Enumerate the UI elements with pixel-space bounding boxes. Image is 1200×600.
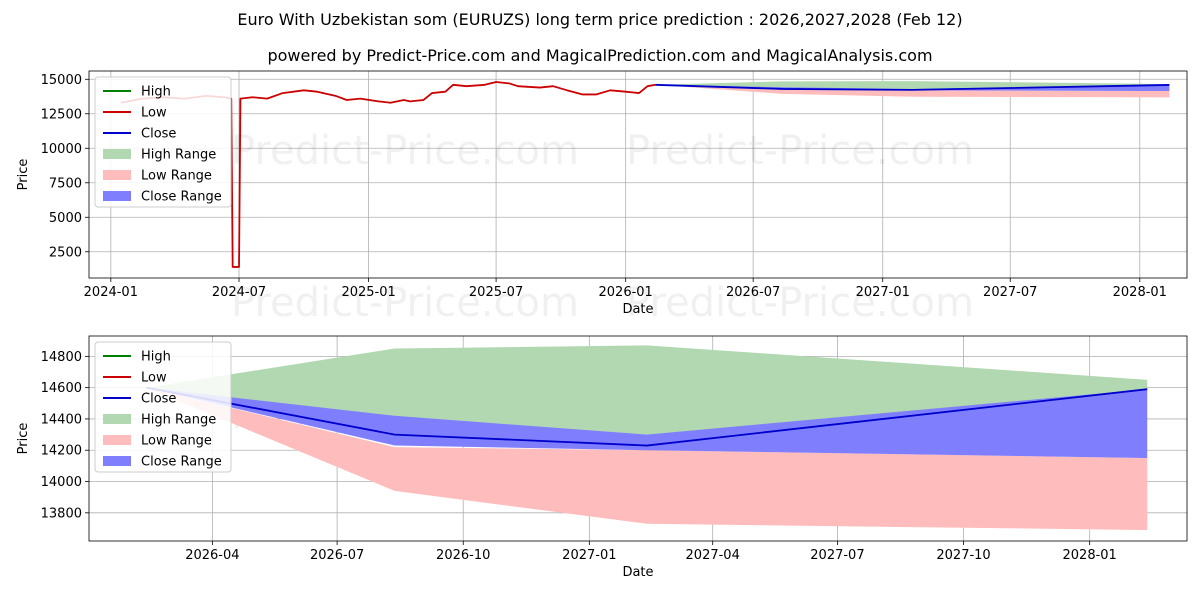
- legend-label: Close Range: [141, 190, 222, 205]
- y-tick-label: 7500: [49, 176, 82, 191]
- chart-title: Euro With Uzbekistan som (EURUZS) long t…: [237, 10, 962, 29]
- legend-label: Close Range: [141, 455, 222, 470]
- y-tick-label: 5000: [49, 211, 82, 226]
- y-tick-label: 14200: [41, 444, 82, 459]
- watermark-text: Predict-Price.com: [231, 128, 579, 174]
- low-range-band: [146, 387, 1148, 531]
- watermark-text: Predict-Price.com: [626, 280, 974, 326]
- y-tick-label: 13800: [41, 506, 82, 521]
- legend-label: Close: [141, 127, 176, 142]
- low-range-band: [655, 84, 1170, 98]
- watermark-text: Predict-Price.com: [231, 280, 579, 326]
- y-tick-label: 12500: [41, 107, 82, 122]
- chart-subtitle: powered by Predict-Price.com and Magical…: [267, 46, 932, 65]
- legend-label: High: [141, 85, 171, 100]
- legend-swatch: [103, 456, 131, 466]
- x-axis-label: Date: [622, 302, 653, 317]
- y-tick-label: 2500: [49, 245, 82, 260]
- x-tick-label: 2027-01: [856, 285, 910, 300]
- high-range-band: [146, 345, 1148, 437]
- legend-label: High Range: [141, 148, 216, 163]
- y-tick-label: 14800: [41, 350, 82, 365]
- x-tick-label: 2026-04: [185, 548, 239, 563]
- plot-frame: [88, 70, 1188, 279]
- x-tick-label: 2027-01: [562, 548, 616, 563]
- x-axis-label: Date: [622, 565, 653, 580]
- close-range-band: [146, 387, 1148, 459]
- x-tick-label: 2025-07: [469, 285, 523, 300]
- legend-label: Low Range: [141, 434, 212, 449]
- history-price-line: [120, 81, 656, 268]
- x-tick-label: 2027-04: [686, 548, 740, 563]
- legend-swatch: [103, 414, 131, 424]
- plot-frame: [88, 335, 1188, 542]
- legend-label: High: [141, 350, 171, 365]
- high-range-band: [655, 81, 1170, 90]
- legend-label: Low: [141, 371, 167, 386]
- close-line: [655, 83, 1170, 91]
- panel-forecast: 2026-04 2026-07 2026-10 2027-01 2027-04 2027-…: [16, 335, 1188, 580]
- close-line: [146, 386, 1148, 447]
- y-tick-label: 14000: [41, 475, 82, 490]
- y-tick-label: 14600: [41, 381, 82, 396]
- x-tick-label: 2024-01: [84, 285, 138, 300]
- legend-swatch: [103, 149, 131, 159]
- legend-label: High Range: [141, 413, 216, 428]
- legend-label: Low Range: [141, 169, 212, 184]
- y-tick-label: 10000: [41, 142, 82, 157]
- legend-label: Close: [141, 392, 176, 407]
- x-tick-label: 2025-01: [341, 285, 395, 300]
- x-tick-label: 2026-01: [599, 285, 653, 300]
- legend-swatch: [103, 170, 131, 180]
- x-tick-label: 2027-10: [936, 548, 990, 563]
- y-axis-label: Price: [16, 423, 31, 455]
- x-tick-label: 2024-07: [212, 285, 266, 300]
- x-tick-label: 2027-07: [983, 285, 1037, 300]
- legend-label: Low: [141, 106, 167, 121]
- y-axis-label: Price: [16, 159, 31, 191]
- x-tick-label: 2028-01: [1113, 285, 1167, 300]
- panel-history: 2024-01 2024-07 2025-01 2025-07 2026-01 2026-…: [16, 70, 1188, 326]
- x-tick-label: 2026-07: [726, 285, 780, 300]
- x-tick-label: 2028-01: [1063, 548, 1117, 563]
- x-tick-label: 2026-07: [310, 548, 364, 563]
- legend-swatch: [103, 435, 131, 445]
- x-tick-label: 2026-10: [436, 548, 490, 563]
- y-tick-label: 15000: [41, 73, 82, 88]
- legend-swatch: [103, 191, 131, 201]
- plot-area: [89, 71, 1187, 278]
- y-tick-label: 14400: [41, 412, 82, 427]
- x-tick-label: 2027-07: [810, 548, 864, 563]
- watermark-text: Predict-Price.com: [626, 128, 974, 174]
